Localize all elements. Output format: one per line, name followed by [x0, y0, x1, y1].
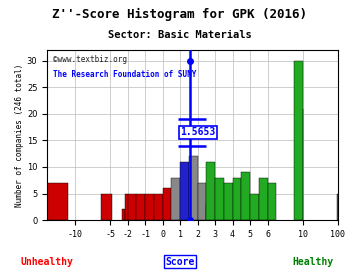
Bar: [206, 204, 215, 220]
Bar: [206, 162, 215, 220]
Y-axis label: Number of companies (246 total): Number of companies (246 total): [15, 63, 24, 207]
Bar: [145, 194, 154, 220]
Bar: [163, 188, 171, 220]
Bar: [259, 178, 267, 220]
Bar: [189, 156, 198, 220]
Text: Z''-Score Histogram for GPK (2016): Z''-Score Histogram for GPK (2016): [53, 8, 307, 21]
Bar: [302, 109, 303, 220]
Bar: [154, 194, 163, 220]
Bar: [125, 194, 127, 220]
Bar: [127, 194, 136, 220]
Bar: [136, 194, 145, 220]
Bar: [224, 183, 233, 220]
Bar: [171, 178, 180, 220]
Text: 1.5653: 1.5653: [180, 127, 216, 137]
Text: ©www.textbiz.org: ©www.textbiz.org: [53, 55, 127, 64]
Bar: [47, 183, 68, 220]
Bar: [233, 178, 241, 220]
Bar: [122, 210, 125, 220]
Bar: [215, 178, 224, 220]
Bar: [102, 194, 112, 220]
Text: The Research Foundation of SUNY: The Research Foundation of SUNY: [53, 70, 196, 79]
Bar: [250, 194, 259, 220]
Text: Unhealthy: Unhealthy: [21, 256, 73, 266]
Bar: [337, 194, 338, 220]
Bar: [241, 172, 250, 220]
Bar: [267, 183, 276, 220]
Text: Healthy: Healthy: [293, 256, 334, 266]
Bar: [198, 183, 206, 220]
Bar: [180, 162, 189, 220]
Text: Sector: Basic Materials: Sector: Basic Materials: [108, 30, 252, 40]
Bar: [294, 61, 302, 220]
Text: Score: Score: [165, 256, 195, 266]
